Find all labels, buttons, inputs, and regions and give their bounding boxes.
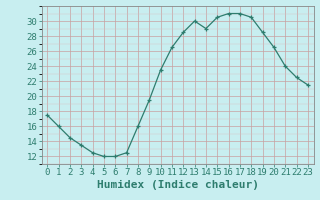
X-axis label: Humidex (Indice chaleur): Humidex (Indice chaleur) (97, 180, 259, 190)
